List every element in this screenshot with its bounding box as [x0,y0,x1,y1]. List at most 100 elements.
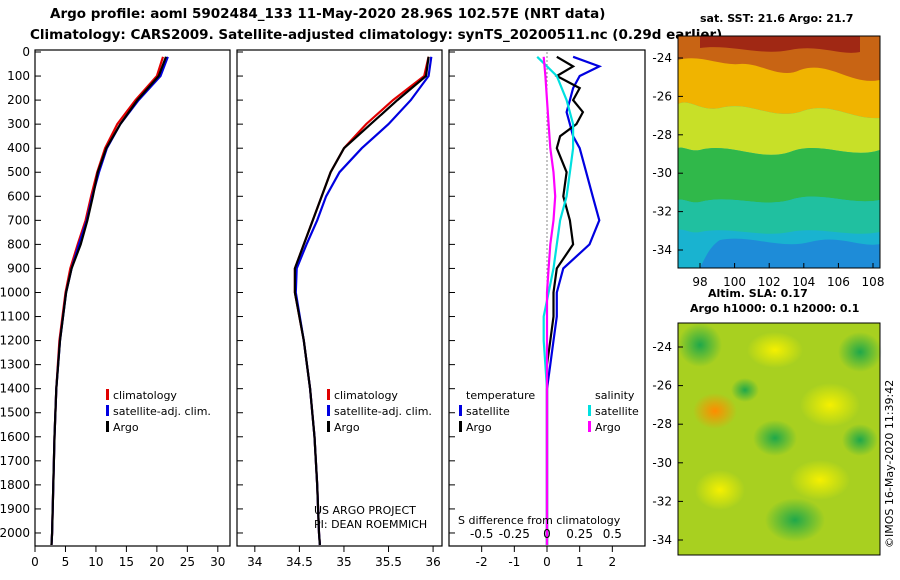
depth-tick-label: 700 [7,213,30,227]
sla-blob [747,332,803,368]
lat-tick-label: -34 [652,533,672,547]
legend-label-argo: Argo [334,421,360,434]
x-tick-label: 34.5 [286,555,313,569]
legend-label-argo: Argo [113,421,139,434]
legend-title-salinity: salinity [595,389,635,402]
temperature-x-tick-label: 2 [609,555,617,569]
salinity-legend: climatology satellite-adj. clim. Argo US… [314,389,432,531]
sla-high-anomaly [693,393,737,429]
panel-temperature-frame [34,49,231,547]
sla-map-title-2: Argo h1000: 0.1 h2000: 0.1 [690,302,859,315]
salinity-x-tick-label: 0.25 [566,527,593,541]
legend-swatch-argo [106,421,109,432]
lon-tick-label: 106 [827,275,850,289]
depth-tick-label: 0 [22,45,30,59]
sla-low-anomaly [765,498,825,542]
sst-hottest-band [700,36,860,53]
lat-tick-label: -24 [652,51,672,65]
depth-tick-label: 300 [7,117,30,131]
sla-blob [790,460,850,500]
depth-tick-label: 1500 [0,406,30,420]
lat-tick-label: -32 [652,205,672,219]
depth-tick-label: 200 [7,93,30,107]
map-axes: -24 -24 -26 -26 -28 -28 -30 -30 -32 -32 -34 -34 98 10… [652,51,884,547]
series-line-climatology [293,56,430,546]
lat-tick-label: -26 [652,89,672,103]
difference-xlabel: S difference from climatology [458,514,621,527]
lat-tick-label: -28 [652,417,672,431]
lon-tick-label: 108 [862,275,885,289]
salinity-x-tick-label: 0 [543,527,551,541]
salinity-x-axis: 34 34.5 35 35.5 36 [247,546,441,569]
x-tick-label: 25 [180,555,195,569]
depth-tick-label: 1900 [0,502,30,516]
depth-axis: 0 100 200 300 400 500 600 700 800 900 1000 1100 1200… [0,45,455,540]
legend-swatch-argo [327,421,330,432]
depth-tick-label: 800 [7,237,30,251]
depth-tick-label: 2000 [0,526,30,540]
sla-low-anomaly [842,424,878,456]
legend-label-t-satellite: satellite [466,405,510,418]
legend-label-t-argo: Argo [466,421,492,434]
project-annotation: US ARGO PROJECT [314,504,416,517]
sla-low-anomaly [731,378,759,402]
difference-legend: temperature salinity satellite Argo sate… [458,389,639,527]
depth-tick-label: 1200 [0,334,30,348]
sst-teal-band [678,196,880,234]
legend-label-climatology: climatology [334,389,398,402]
x-tick-label: 34 [247,555,262,569]
depth-tick-label: 1300 [0,358,30,372]
legend-swatch-t-argo [459,421,462,432]
lon-tick-label: 102 [758,275,781,289]
lon-tick-label: 98 [692,275,707,289]
temperature-x-tick-label: -1 [508,555,520,569]
depth-tick-label: 500 [7,165,30,179]
salinity-x-tick-label: -0.25 [499,527,530,541]
series-line-argo [50,56,168,546]
sla-low-anomaly [838,332,882,372]
legend-label-climatology: climatology [113,389,177,402]
lat-tick-label: -32 [652,494,672,508]
series-line-climatology [50,56,165,546]
pi-annotation: PI: DEAN ROEMMICH [314,518,427,531]
depth-tick-label: 600 [7,189,30,203]
panel-salinity-frame [236,49,443,547]
depth-tick-label: 400 [7,141,30,155]
title-line-1: Argo profile: aoml 5902484_133 11-May-20… [50,6,606,22]
lon-tick-label: 100 [723,275,746,289]
lat-tick-label: -34 [652,243,672,257]
lat-tick-label: -30 [652,166,672,180]
salinity-x-tick-label: -0.5 [470,527,493,541]
legend-label-s-argo: Argo [595,421,621,434]
sla-map-title-1: Altim. SLA: 0.17 [708,287,808,300]
x-tick-label: 36 [425,555,440,569]
depth-tick-label: 1100 [0,310,30,324]
legend-swatch-climatology [106,389,109,400]
legend-swatch-climatology [327,389,330,400]
lon-tick-label: 104 [792,275,815,289]
depth-tick-label: 1000 [0,285,30,299]
lat-tick-label: -26 [652,379,672,393]
series-line-s-argo [542,56,557,545]
x-tick-label: 0 [31,555,39,569]
depth-tick-label: 100 [7,69,30,83]
sla-blob [695,470,745,510]
sla-low-anomaly [678,323,722,367]
depth-tick-label: 1800 [0,478,30,492]
title-line-2: Climatology: CARS2009. Satellite-adjuste… [30,27,723,43]
legend-title-temperature: temperature [466,389,535,402]
series-line-satellite-adj-clim- [50,56,169,546]
depth-tick-label: 1600 [0,430,30,444]
sla-map-frame [677,322,881,556]
temperature-x-axis: 0 5 10 15 20 25 30 [31,546,225,569]
x-tick-label: 20 [149,555,164,569]
series-line-t-argo [545,55,585,545]
series-line-argo [293,56,430,546]
difference-x-axis: -0.5 -0.25 0 0.25 0.5 -2 -1 0 1 2 [470,527,622,569]
temperature-x-tick-label: 0 [543,555,551,569]
legend-swatch-satellite [106,405,109,416]
sst-cold-band [700,238,880,268]
temperature-legend: climatology satellite-adj. clim. Argo [106,389,211,434]
legend-swatch-s-satellite [588,405,591,416]
legend-swatch-t-satellite [459,405,462,416]
